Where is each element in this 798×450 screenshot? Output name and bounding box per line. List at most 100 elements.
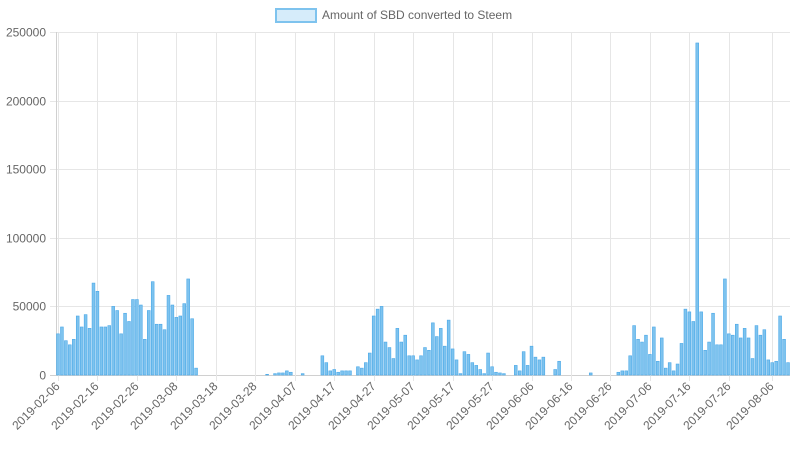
bar[interactable] — [99, 326, 104, 376]
bar[interactable] — [273, 373, 277, 376]
bar[interactable] — [68, 344, 72, 376]
bar[interactable] — [150, 281, 155, 376]
bar[interactable] — [494, 371, 498, 376]
bar[interactable] — [87, 328, 92, 376]
bar[interactable] — [379, 306, 384, 376]
bar[interactable] — [450, 348, 455, 376]
bar[interactable] — [399, 341, 404, 376]
bar[interactable] — [699, 311, 703, 376]
bar[interactable] — [644, 334, 648, 376]
bar[interactable] — [766, 359, 771, 376]
bar[interactable] — [135, 299, 139, 376]
bar[interactable] — [332, 369, 336, 376]
bar[interactable] — [466, 354, 471, 376]
bar[interactable] — [407, 355, 411, 376]
bar[interactable] — [529, 345, 534, 376]
bar[interactable] — [537, 359, 542, 376]
bar[interactable] — [731, 334, 735, 376]
bar[interactable] — [174, 317, 179, 376]
bar[interactable] — [431, 322, 435, 376]
bar[interactable] — [703, 349, 707, 376]
bar[interactable] — [474, 365, 478, 376]
bar[interactable] — [336, 371, 340, 376]
bar[interactable] — [687, 311, 692, 376]
bar[interactable] — [186, 278, 190, 376]
bar[interactable] — [435, 336, 439, 376]
bar[interactable] — [147, 310, 151, 376]
bar[interactable] — [56, 333, 60, 376]
bar[interactable] — [194, 367, 198, 376]
bar[interactable] — [774, 360, 778, 376]
bar[interactable] — [754, 325, 759, 376]
bar[interactable] — [143, 339, 147, 376]
bar[interactable] — [719, 344, 723, 376]
bar[interactable] — [103, 326, 108, 376]
bar[interactable] — [411, 355, 415, 376]
bar[interactable] — [115, 310, 119, 376]
bar[interactable] — [533, 356, 538, 376]
bar[interactable] — [490, 366, 494, 376]
bar[interactable] — [356, 366, 360, 376]
bar[interactable] — [660, 337, 664, 376]
bar[interactable] — [727, 333, 731, 376]
bar[interactable] — [616, 371, 621, 376]
bar[interactable] — [72, 339, 76, 376]
bar[interactable] — [285, 370, 289, 376]
bar[interactable] — [762, 329, 767, 376]
bar[interactable] — [119, 333, 123, 376]
bar[interactable] — [738, 337, 743, 376]
bar[interactable] — [541, 356, 546, 376]
bar[interactable] — [170, 304, 175, 376]
bar[interactable] — [162, 329, 167, 376]
bar[interactable] — [735, 323, 739, 376]
bar[interactable] — [328, 370, 332, 376]
bar[interactable] — [691, 321, 696, 376]
bar[interactable] — [387, 347, 392, 376]
bar[interactable] — [498, 372, 502, 376]
bar[interactable] — [632, 325, 636, 376]
bar[interactable] — [628, 355, 632, 376]
legend[interactable]: Amount of SBD converted to Steem — [275, 8, 512, 23]
bar[interactable] — [620, 370, 624, 376]
bar[interactable] — [265, 374, 269, 376]
bar[interactable] — [683, 308, 688, 376]
bar[interactable] — [139, 304, 143, 376]
bar[interactable] — [640, 341, 644, 376]
bar[interactable] — [415, 359, 419, 376]
bar[interactable] — [403, 334, 407, 376]
bar[interactable] — [695, 42, 699, 376]
bar[interactable] — [395, 328, 400, 376]
bar[interactable] — [656, 360, 660, 376]
bar[interactable] — [178, 315, 183, 376]
bar[interactable] — [364, 362, 368, 376]
bar[interactable] — [746, 337, 751, 376]
bar[interactable] — [675, 363, 680, 376]
bar[interactable] — [636, 339, 640, 376]
bar[interactable] — [289, 371, 293, 376]
bar[interactable] — [83, 314, 88, 376]
bar[interactable] — [667, 362, 672, 376]
bar[interactable] — [514, 365, 518, 376]
bar[interactable] — [521, 351, 526, 376]
bar[interactable] — [111, 306, 115, 376]
bar[interactable] — [588, 372, 593, 376]
bar[interactable] — [131, 299, 135, 376]
bar[interactable] — [281, 372, 285, 376]
bar[interactable] — [663, 367, 668, 376]
bar[interactable] — [707, 341, 711, 376]
bar[interactable] — [79, 326, 84, 376]
bar[interactable] — [324, 362, 329, 376]
bar[interactable] — [300, 373, 305, 376]
bar[interactable] — [525, 365, 530, 376]
bar[interactable] — [502, 373, 506, 376]
bar[interactable] — [123, 312, 127, 376]
bar[interactable] — [679, 343, 684, 376]
bar[interactable] — [60, 326, 64, 376]
bar[interactable] — [190, 318, 194, 376]
bar[interactable] — [758, 334, 763, 376]
bar[interactable] — [742, 328, 747, 376]
bar[interactable] — [723, 278, 727, 376]
bar[interactable] — [391, 358, 396, 376]
bar[interactable] — [95, 291, 100, 376]
bar[interactable] — [340, 370, 344, 376]
